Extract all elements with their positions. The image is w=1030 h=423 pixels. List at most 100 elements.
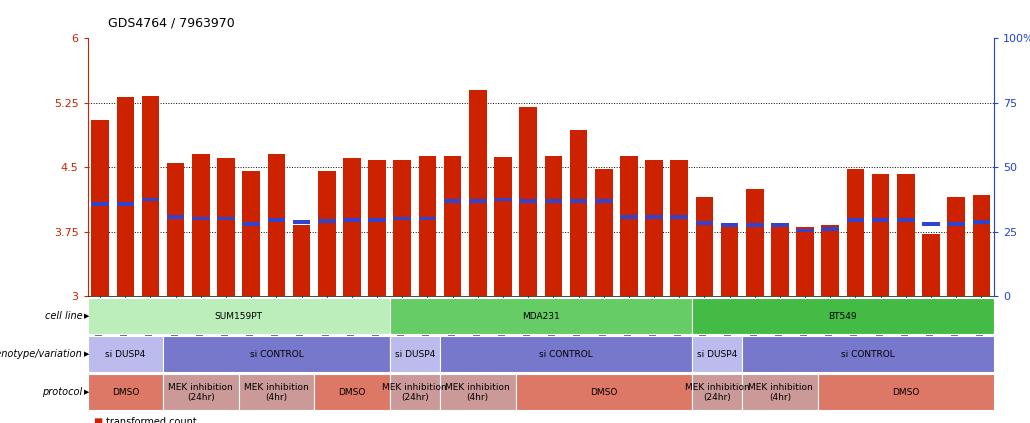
Bar (897, 218, 915, 222)
Bar (242, 171, 260, 296)
Bar (595, 199, 613, 203)
Bar (948, 197, 965, 296)
Bar (847, 218, 864, 222)
Bar (369, 160, 386, 296)
Bar (972, 195, 990, 296)
Bar (242, 222, 260, 225)
Bar (671, 215, 688, 219)
Text: si CONTROL: si CONTROL (539, 350, 593, 359)
Bar (519, 107, 537, 296)
Bar (217, 217, 235, 220)
Bar (116, 96, 134, 296)
Bar (922, 234, 939, 296)
Bar (393, 160, 411, 296)
Text: DMSO: DMSO (590, 388, 617, 397)
Bar (871, 218, 890, 222)
Bar (444, 156, 461, 296)
Bar (192, 154, 210, 296)
Bar (418, 217, 437, 220)
Bar (897, 174, 915, 296)
Bar (645, 215, 663, 219)
Bar (570, 199, 587, 203)
Bar (922, 222, 939, 225)
Bar (142, 96, 160, 296)
Bar (545, 199, 562, 203)
Text: MEK inhibition
(4hr): MEK inhibition (4hr) (244, 383, 309, 402)
Bar (92, 202, 109, 206)
Bar (545, 156, 562, 296)
Bar (167, 163, 184, 296)
Text: MEK inhibition
(24hr): MEK inhibition (24hr) (169, 383, 233, 402)
Text: genotype/variation: genotype/variation (0, 349, 82, 359)
Text: protocol: protocol (42, 387, 82, 397)
Bar (695, 197, 713, 296)
Text: si DUSP4: si DUSP4 (697, 350, 737, 359)
Bar (796, 227, 814, 296)
Text: DMSO: DMSO (338, 388, 366, 397)
Bar (746, 223, 763, 227)
Bar (318, 171, 336, 296)
Bar (771, 223, 789, 296)
Bar (369, 218, 386, 222)
Bar (469, 199, 486, 203)
Bar (771, 223, 789, 227)
Bar (167, 215, 184, 219)
Bar (343, 218, 360, 222)
Text: si CONTROL: si CONTROL (249, 350, 303, 359)
Bar (293, 225, 310, 296)
Text: si DUSP4: si DUSP4 (394, 350, 435, 359)
Bar (268, 154, 285, 296)
Text: ▶: ▶ (84, 389, 90, 396)
Bar (444, 199, 461, 203)
Text: SUM159PT: SUM159PT (214, 312, 263, 321)
Bar (695, 221, 713, 225)
Bar (822, 227, 839, 231)
Text: cell line: cell line (44, 311, 82, 321)
Bar (494, 198, 512, 201)
Bar (217, 159, 235, 296)
Bar (570, 130, 587, 296)
Text: si DUSP4: si DUSP4 (105, 350, 145, 359)
Bar (972, 220, 990, 224)
Text: MEK inhibition
(4hr): MEK inhibition (4hr) (445, 383, 510, 402)
Text: BT549: BT549 (828, 312, 857, 321)
Bar (948, 222, 965, 225)
Text: MEK inhibition
(24hr): MEK inhibition (24hr) (382, 383, 447, 402)
Text: MEK inhibition
(24hr): MEK inhibition (24hr) (685, 383, 750, 402)
Bar (393, 217, 411, 220)
Bar (142, 198, 160, 201)
Text: GDS4764 / 7963970: GDS4764 / 7963970 (108, 16, 235, 30)
Text: ▶: ▶ (84, 313, 90, 319)
Bar (721, 223, 739, 227)
Text: si CONTROL: si CONTROL (842, 350, 895, 359)
Bar (746, 189, 763, 296)
Bar (671, 160, 688, 296)
Bar (847, 169, 864, 296)
Bar (343, 159, 360, 296)
Bar (721, 223, 739, 296)
Bar (595, 169, 613, 296)
Text: ■: ■ (93, 417, 102, 423)
Text: DMSO: DMSO (892, 388, 920, 397)
Bar (620, 215, 638, 219)
Text: MDA231: MDA231 (522, 312, 559, 321)
Bar (645, 160, 663, 296)
Text: DMSO: DMSO (111, 388, 139, 397)
Bar (494, 157, 512, 296)
Bar (268, 218, 285, 222)
Text: transformed count: transformed count (106, 417, 197, 423)
Bar (822, 225, 839, 296)
Bar (192, 217, 210, 220)
Bar (293, 220, 310, 224)
Bar (92, 120, 109, 296)
Bar (620, 156, 638, 296)
Bar (116, 202, 134, 206)
Bar (871, 174, 890, 296)
Bar (318, 219, 336, 223)
Bar (796, 228, 814, 233)
Bar (469, 90, 486, 296)
Text: MEK inhibition
(4hr): MEK inhibition (4hr) (748, 383, 813, 402)
Bar (418, 156, 437, 296)
Text: ▶: ▶ (84, 351, 90, 357)
Bar (519, 199, 537, 203)
